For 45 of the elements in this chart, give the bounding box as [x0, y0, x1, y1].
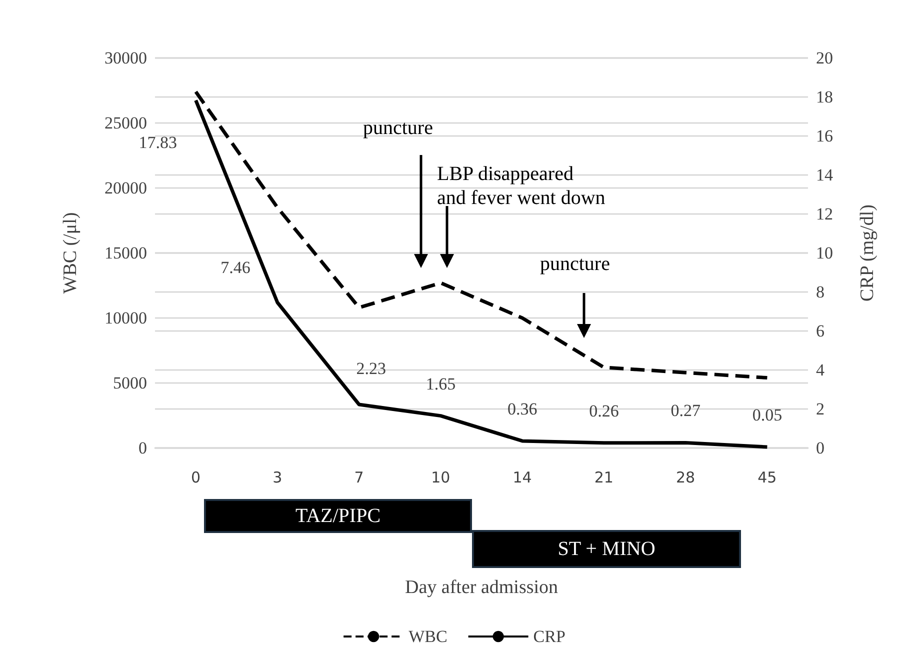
x-tick-label: 21: [594, 468, 614, 486]
x-tick-label: 0: [191, 468, 201, 486]
y2-tick-label: 4: [816, 360, 825, 380]
x-tick-label: 7: [354, 468, 364, 486]
y-tick-label: 30000: [104, 48, 147, 68]
y-axis-title: WBC (/μl): [60, 212, 81, 294]
data-label: 2.23: [356, 359, 386, 378]
y2-tick-label: 20: [816, 48, 833, 68]
y2-tick-label: 2: [816, 400, 824, 418]
x-tick-label: 14: [512, 468, 532, 486]
y-tick-label: 0: [138, 438, 147, 458]
annotation: puncture: [540, 252, 610, 276]
y2-tick-label: 8: [816, 282, 824, 302]
y-tick-label: 5000: [113, 374, 147, 392]
data-label: 0.27: [670, 401, 701, 420]
y-tick-label: 10000: [104, 308, 147, 328]
y2-tick-label: 18: [816, 88, 833, 106]
data-label: 1.65: [426, 374, 456, 394]
y2-tick-label: 0: [816, 438, 824, 458]
x-tick-label: 28: [676, 468, 696, 486]
y-tick-label: 25000: [104, 114, 147, 132]
timeline-box: ST + MINO: [472, 530, 741, 568]
y2-tick-label: 12: [816, 204, 833, 224]
timeline-box: TAZ/PIPC: [204, 499, 472, 533]
data-label: 0.05: [752, 406, 782, 425]
x-tick-label: 10: [431, 468, 450, 486]
legend-label: WBC: [408, 627, 448, 646]
y-tick-label: 20000: [104, 178, 147, 198]
x-tick-label: 3: [272, 468, 282, 486]
legend-label: CRP: [533, 627, 566, 646]
data-label: 0.26: [589, 401, 619, 420]
data-label: 17.83: [138, 132, 177, 152]
y2-tick-label: 14: [816, 166, 834, 184]
y-tick-label: 15000: [104, 244, 147, 262]
annotation: LBP disappeared and fever went down: [437, 162, 606, 210]
x-tick-label: 45: [758, 468, 777, 486]
y2-tick-label: 10: [816, 244, 833, 262]
x-axis-title: Day after admission: [404, 577, 559, 598]
y2-tick-label: 6: [816, 322, 824, 340]
data-label: 7.46: [220, 258, 250, 278]
y2-tick-label: 16: [816, 126, 833, 146]
data-label: 0.36: [507, 399, 538, 418]
annotation: puncture: [363, 116, 433, 140]
y2-axis-title: CRP (mg/dl): [857, 204, 878, 302]
line-series: [194, 90, 769, 380]
